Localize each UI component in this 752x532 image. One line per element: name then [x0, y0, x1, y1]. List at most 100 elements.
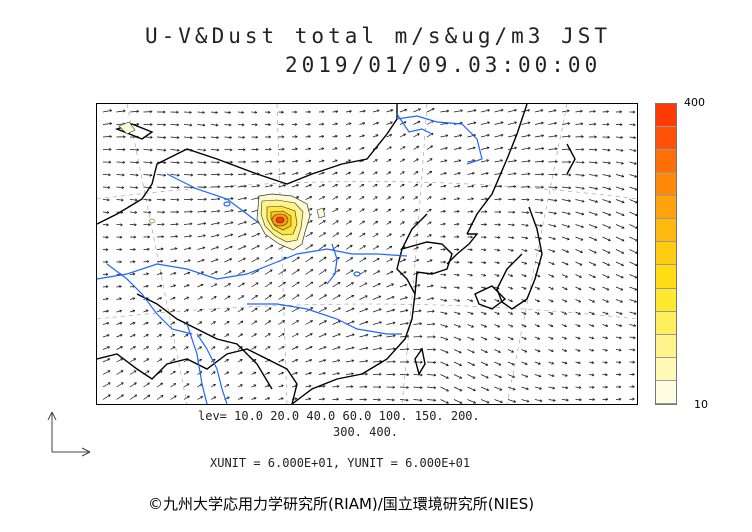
wind-vector — [305, 232, 313, 238]
wind-vector-head — [433, 386, 437, 390]
wind-vector-head — [349, 220, 352, 224]
wind-vector — [264, 269, 273, 275]
wind-vector — [372, 245, 379, 250]
wind-vector-head — [392, 373, 396, 376]
wind-vector-head — [229, 258, 233, 261]
wind-vector — [534, 399, 543, 402]
wind-vector-head — [324, 307, 327, 310]
wind-vector-head — [105, 260, 109, 264]
wind-vector — [143, 309, 149, 313]
wind-vector-head — [176, 198, 180, 202]
wind-vector — [588, 174, 598, 177]
wind-vector-head — [500, 121, 504, 125]
wind-vector — [102, 298, 109, 300]
wind-vector — [102, 394, 111, 400]
wind-vector-head — [415, 171, 419, 174]
wind-vector-head — [107, 382, 111, 385]
wind-vector — [210, 283, 218, 288]
wind-vector — [413, 133, 420, 138]
wind-vector — [372, 208, 378, 213]
wind-vector-head — [487, 121, 490, 125]
wind-vector — [494, 299, 500, 302]
wind-vector-head — [294, 110, 298, 114]
wind-vector-head — [203, 209, 207, 213]
wind-vector — [467, 311, 474, 315]
wind-vector — [399, 196, 405, 200]
wind-vector — [467, 211, 474, 213]
wind-vector-head — [348, 159, 351, 163]
wind-vector — [305, 172, 312, 175]
wind-vector — [440, 399, 449, 404]
wind-vector-head — [281, 110, 284, 114]
wind-vector-head — [594, 161, 598, 165]
wind-vector-head — [200, 296, 203, 300]
wind-vector-head — [379, 372, 382, 376]
wind-vector — [197, 210, 207, 213]
wind-vector-head — [362, 220, 365, 224]
wind-vector — [453, 349, 462, 354]
wind-vector-head — [216, 148, 220, 152]
wind-vector-head — [175, 234, 178, 238]
wind-vector-head — [135, 173, 139, 177]
wind-vector-head — [433, 348, 436, 352]
wind-vector-head — [551, 274, 555, 278]
wind-vector — [224, 233, 233, 238]
wind-vector — [278, 384, 284, 388]
wind-vector — [156, 297, 162, 300]
wind-vector-head — [122, 148, 126, 152]
wind-vector — [440, 160, 448, 163]
wind-vector — [453, 399, 463, 404]
wind-vector-head — [592, 299, 595, 303]
wind-vector — [359, 220, 365, 225]
wind-vector — [561, 299, 568, 303]
wind-vector-head — [433, 360, 437, 364]
wind-vector — [561, 336, 567, 340]
wind-vector — [413, 284, 421, 288]
coastlines — [97, 104, 576, 404]
wind-vector-head — [172, 370, 176, 374]
wind-vector — [170, 346, 176, 350]
wind-vector — [210, 149, 220, 151]
wind-vector-head — [213, 308, 217, 312]
wind-vector-head — [607, 148, 611, 152]
wind-vector-head — [566, 250, 569, 253]
wind-vector-head — [550, 349, 554, 353]
wind-vector-head — [364, 385, 368, 389]
wind-vector-head — [146, 260, 150, 264]
wind-vector-head — [177, 173, 180, 177]
wind-vector — [521, 147, 531, 150]
wind-vector-head — [606, 299, 609, 303]
wind-vector-head — [253, 397, 257, 400]
wind-vector — [332, 294, 341, 300]
wind-vector — [170, 124, 179, 126]
wind-vector-head — [351, 333, 355, 337]
wind-vector-head — [119, 248, 122, 252]
wind-vector-head — [429, 246, 433, 250]
wind-vector-head — [552, 249, 556, 253]
wind-vector — [156, 260, 163, 263]
wind-vector-head — [147, 382, 150, 386]
wind-vector-head — [334, 147, 338, 151]
wind-vector-head — [150, 135, 153, 139]
wind-vector — [197, 234, 206, 238]
wind-vector — [332, 320, 341, 325]
wind-vector-head — [204, 173, 207, 177]
wind-vector — [251, 185, 260, 188]
wind-vector-head — [514, 159, 517, 163]
wind-vector — [305, 359, 312, 363]
wind-vector — [345, 171, 351, 175]
wind-vector-head — [161, 222, 165, 226]
wind-vector-head — [403, 258, 406, 262]
wind-vector — [588, 211, 598, 216]
wind-vector — [629, 311, 637, 315]
wind-vector-head — [255, 148, 259, 151]
wind-vector — [440, 210, 446, 213]
wind-vector — [129, 394, 137, 400]
wind-vector — [224, 111, 231, 113]
wind-vector-head — [348, 122, 352, 126]
wind-vector-head — [406, 347, 410, 351]
wind-vector — [413, 234, 419, 238]
wind-vector — [372, 308, 382, 313]
wind-vector — [183, 136, 193, 139]
wind-vector-head — [510, 311, 513, 315]
